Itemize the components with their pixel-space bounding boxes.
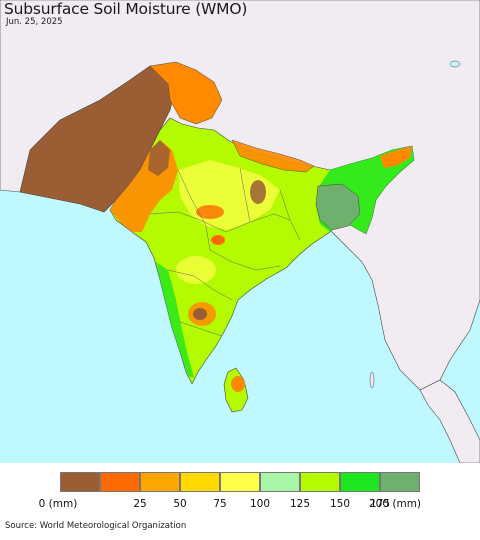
- region-northeast-orange: [380, 146, 412, 168]
- legend-label: 175: [369, 498, 391, 510]
- legend-label: 25: [133, 498, 147, 510]
- legend-swatch: [220, 472, 260, 492]
- legend-swatch: [180, 472, 220, 492]
- legend-label: 125: [289, 498, 311, 510]
- map-date: Jun. 25, 2025: [6, 17, 63, 27]
- legend-swatch: [260, 472, 300, 492]
- region-nepal: [231, 139, 315, 173]
- legend-label: 50: [173, 498, 187, 510]
- region-west-coast: [156, 262, 194, 378]
- patch-up-brown: [250, 180, 266, 204]
- legend-label: 150: [329, 498, 351, 510]
- region-kashmir: [149, 61, 223, 125]
- state-boundaries: [149, 167, 301, 337]
- legend-label: 0 (mm): [38, 498, 78, 510]
- island-andaman: [369, 371, 375, 389]
- legend-swatch: [100, 472, 140, 492]
- legend-swatch: [300, 472, 340, 492]
- region-bangladesh: [315, 183, 361, 231]
- land-southeast: [419, 379, 480, 464]
- patch-south-brown: [193, 308, 207, 320]
- legend-swatch: [380, 472, 420, 492]
- source-note: Source: World Meteorological Organizatio…: [5, 521, 187, 531]
- patch-central-orange: [196, 205, 224, 219]
- region-thar: [148, 140, 170, 176]
- patch-deccan-yellow: [176, 256, 216, 284]
- legend-label: 75: [213, 498, 227, 510]
- legend-swatch: [140, 472, 180, 492]
- patch-sri-lanka-orange: [231, 376, 245, 392]
- patch-mp-orange: [211, 235, 225, 245]
- legend-swatch: [340, 472, 380, 492]
- map-title: Subsurface Soil Moisture (WMO): [4, 0, 248, 18]
- legend-label: 100: [249, 498, 271, 510]
- legend-swatch: [60, 472, 100, 492]
- legend-label: 200 (mm): [368, 498, 422, 510]
- island-lake: [449, 60, 461, 68]
